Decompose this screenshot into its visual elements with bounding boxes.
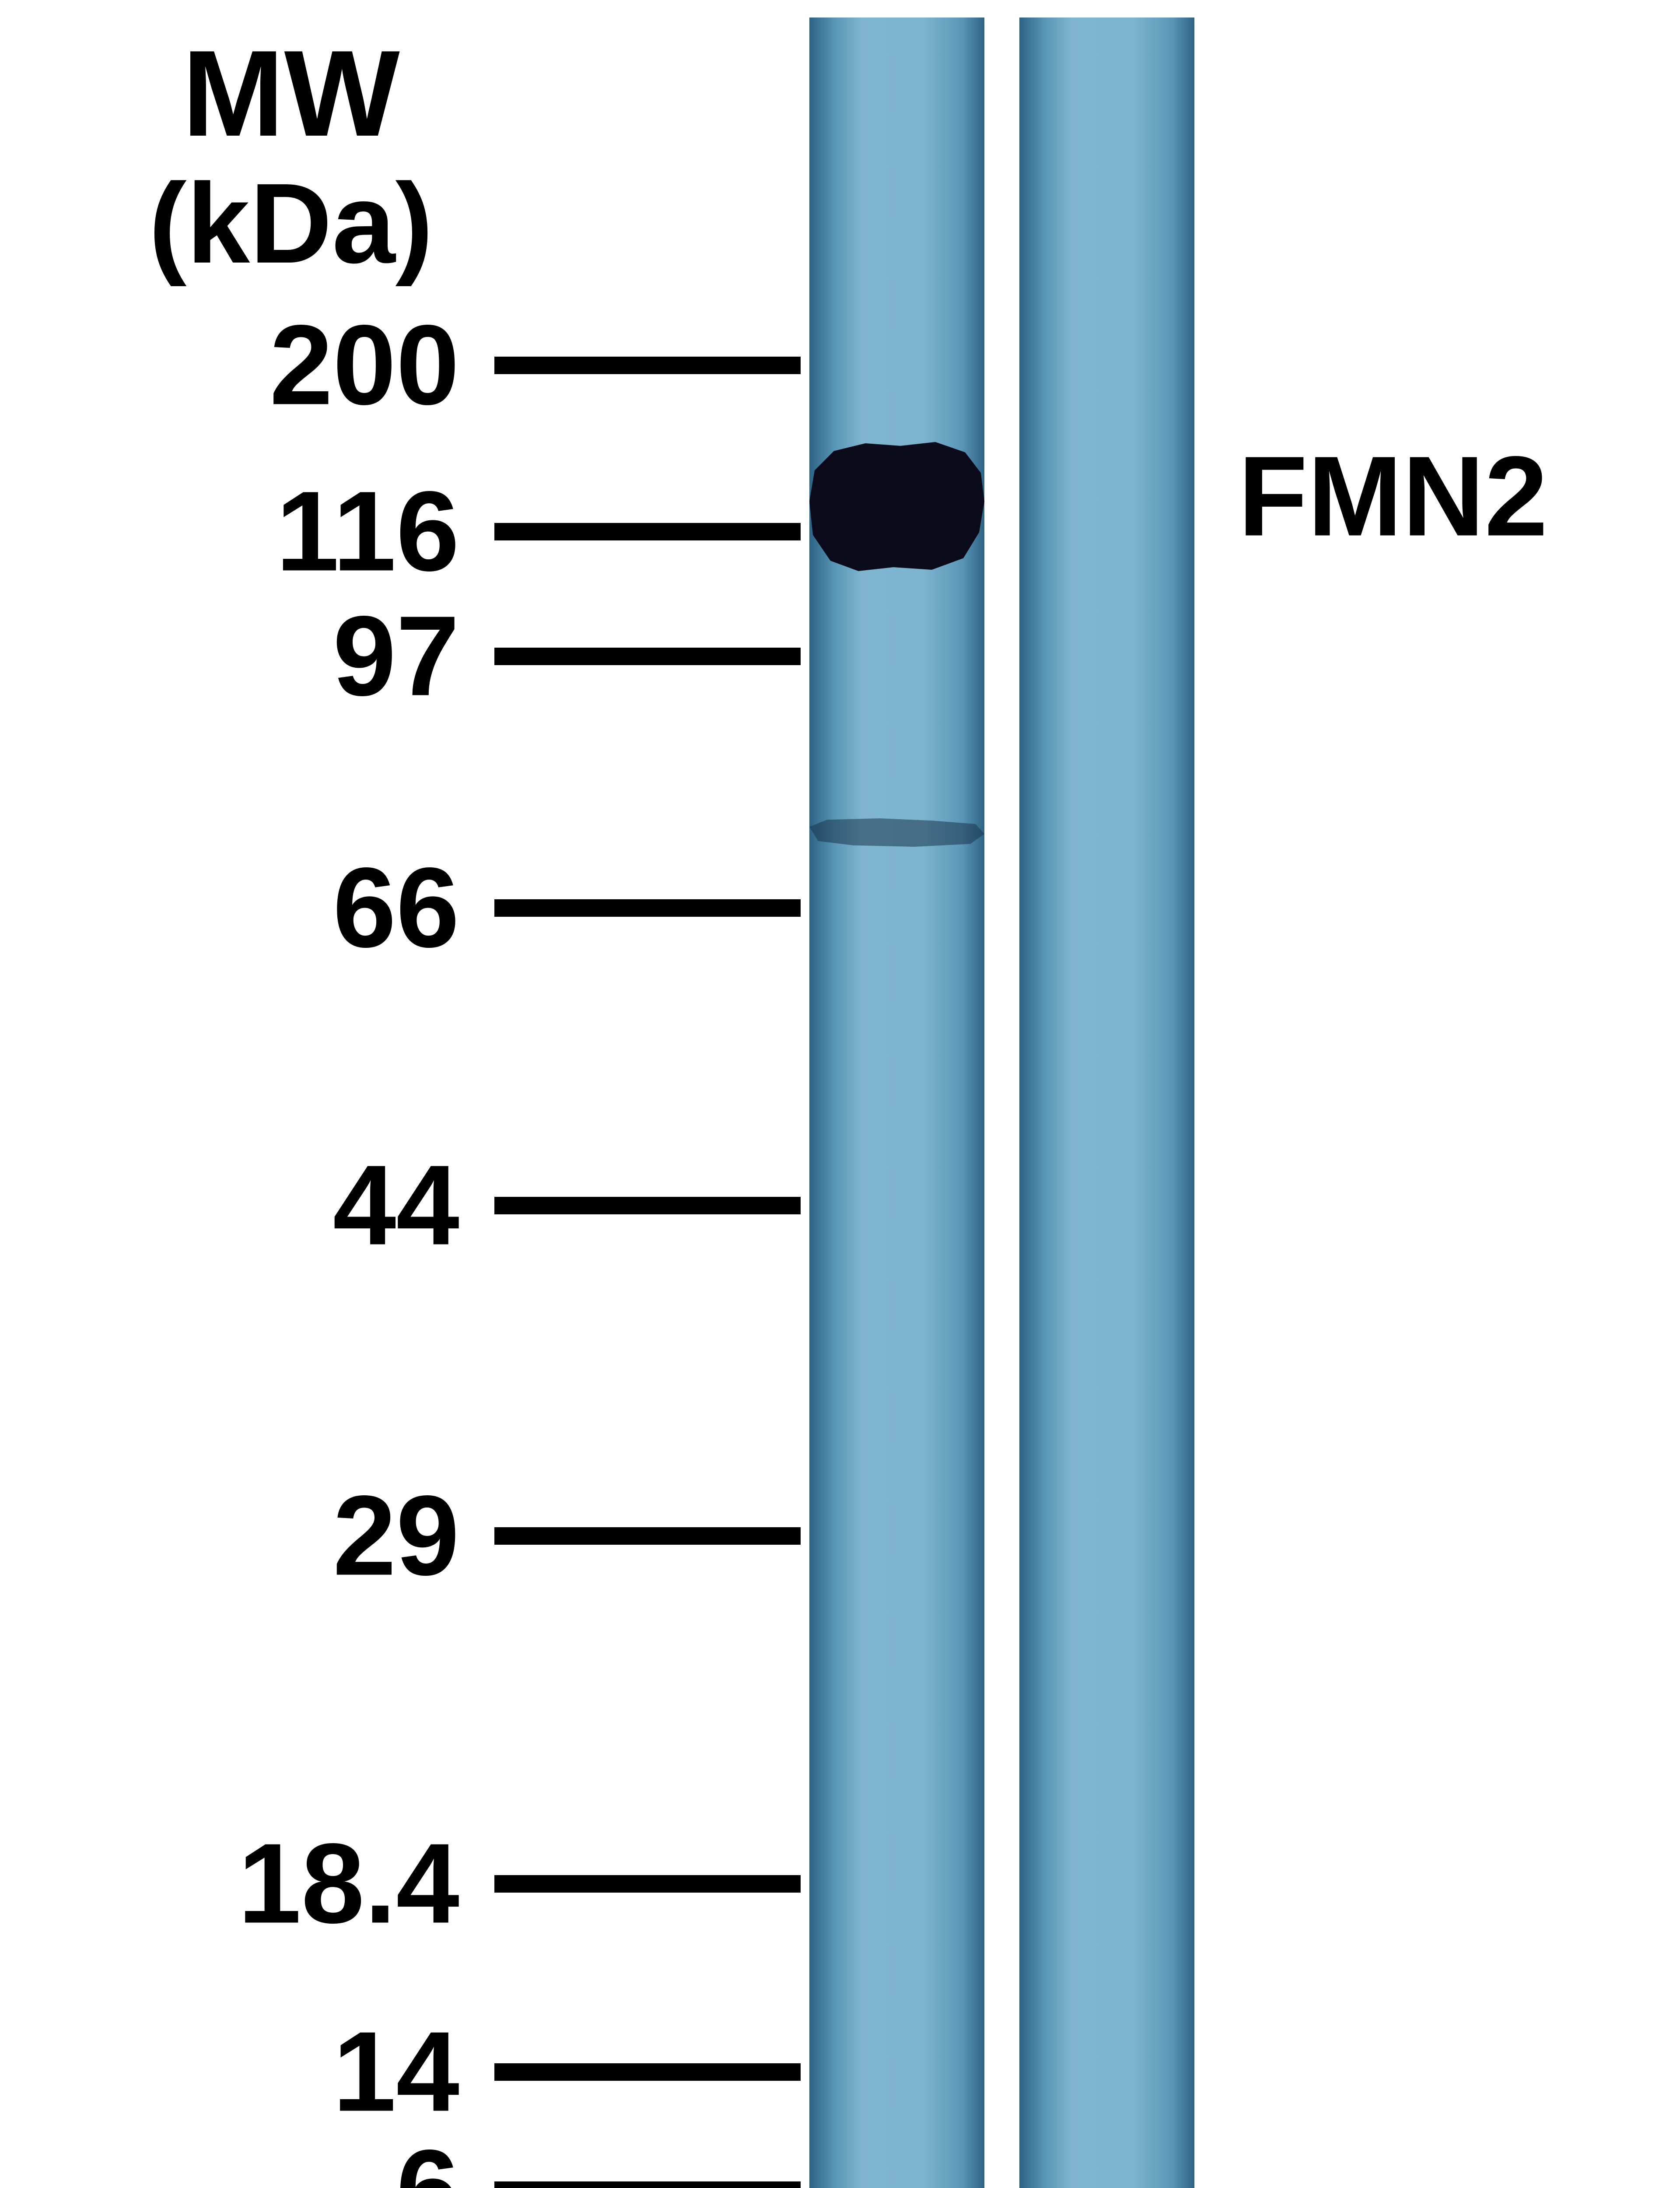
marker-label-200: 200 <box>270 300 459 431</box>
marker-label-29: 29 <box>333 1471 459 1602</box>
lane-1-band-1 <box>809 818 984 847</box>
mw-header: MW (kDa) <box>149 26 433 286</box>
marker-tick-97 <box>494 648 801 665</box>
marker-label-14: 14 <box>333 2007 459 2138</box>
lane-1-band-0 <box>809 442 984 571</box>
mw-header-line1: MW <box>149 26 433 161</box>
blot-container: MW (kDa) 2001169766442918.4146 FMN2 12 <box>0 0 1680 2188</box>
marker-tick-6 <box>494 2181 801 2188</box>
marker-label-18.4: 18.4 <box>238 1819 459 1950</box>
lane-gap <box>984 18 1019 2188</box>
marker-tick-116 <box>494 523 801 540</box>
target-label: FMN2 <box>1238 431 1548 562</box>
lane-1 <box>809 18 984 2188</box>
marker-tick-18.4 <box>494 1875 801 1893</box>
marker-tick-44 <box>494 1197 801 1214</box>
marker-tick-14 <box>494 2063 801 2081</box>
mw-header-line2: (kDa) <box>149 161 433 286</box>
marker-tick-66 <box>494 899 801 917</box>
marker-tick-29 <box>494 1527 801 1545</box>
marker-tick-200 <box>494 357 801 374</box>
marker-label-6: 6 <box>396 2125 459 2188</box>
marker-label-97: 97 <box>333 591 459 722</box>
marker-label-66: 66 <box>333 843 459 974</box>
marker-label-116: 116 <box>276 466 459 597</box>
marker-label-44: 44 <box>333 1140 459 1271</box>
lane-2 <box>1019 18 1194 2188</box>
